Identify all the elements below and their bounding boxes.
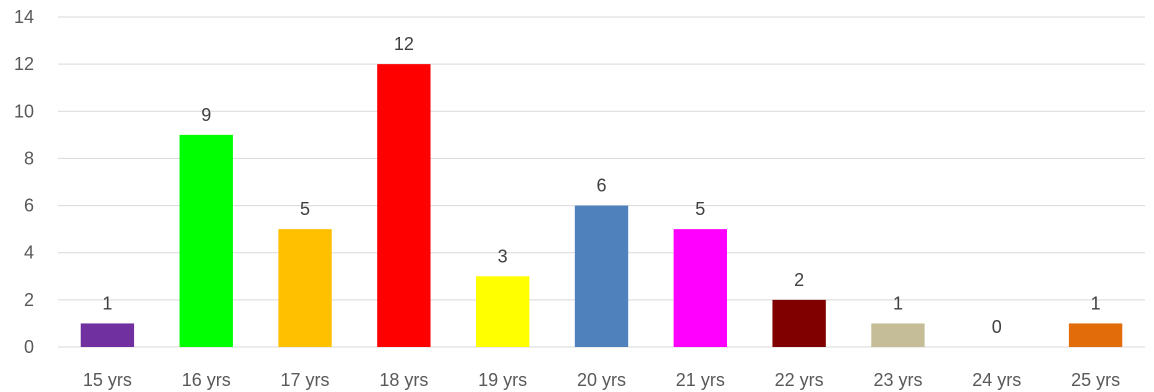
x-tick-label: 22 yrs (775, 370, 824, 390)
x-tick-label: 23 yrs (873, 370, 922, 390)
data-label: 5 (300, 199, 310, 219)
x-tick-label: 21 yrs (676, 370, 725, 390)
data-label: 3 (498, 246, 508, 266)
data-label: 0 (992, 317, 1002, 337)
x-tick-label: 18 yrs (379, 370, 428, 390)
data-label: 1 (102, 293, 112, 313)
x-tick-label: 20 yrs (577, 370, 626, 390)
bar (476, 276, 530, 347)
bar (574, 205, 629, 347)
bar (673, 229, 727, 347)
x-tick-label: 19 yrs (478, 370, 527, 390)
bar (871, 323, 925, 347)
data-label: 5 (695, 199, 705, 219)
x-tick-label: 17 yrs (281, 370, 330, 390)
x-tick-label: 24 yrs (972, 370, 1021, 390)
bar (80, 323, 135, 347)
bar (179, 134, 233, 347)
y-tick-label: 10 (14, 101, 34, 121)
x-tick-label: 25 yrs (1071, 370, 1120, 390)
data-label: 12 (394, 34, 414, 54)
data-label: 1 (893, 293, 903, 313)
x-tick-label: 16 yrs (182, 370, 231, 390)
bars (80, 64, 1123, 348)
x-axis-ticks: 15 yrs 16 yrs 17 yrs 18 yrs 19 yrs 20 yrs 21 y… (83, 370, 1120, 390)
y-axis-ticks: 0 2 4 6 8 10 12 14 (14, 7, 34, 357)
y-tick-label: 8 (24, 148, 34, 168)
y-tick-label: 12 (14, 54, 34, 74)
bar (278, 229, 332, 347)
bar (1068, 323, 1123, 347)
y-tick-label: 0 (24, 337, 34, 357)
y-tick-label: 6 (24, 196, 34, 216)
y-tick-label: 2 (24, 290, 34, 310)
y-tick-label: 4 (24, 243, 34, 263)
bar (377, 64, 431, 348)
data-label: 6 (596, 176, 606, 196)
bar (772, 299, 826, 347)
data-label: 9 (201, 105, 211, 125)
y-tick-label: 14 (14, 7, 34, 27)
data-label: 2 (794, 270, 804, 290)
data-label: 1 (1091, 293, 1101, 313)
data-labels: 1 9 5 12 3 6 5 2 1 0 1 (102, 34, 1100, 337)
x-tick-label: 15 yrs (83, 370, 132, 390)
